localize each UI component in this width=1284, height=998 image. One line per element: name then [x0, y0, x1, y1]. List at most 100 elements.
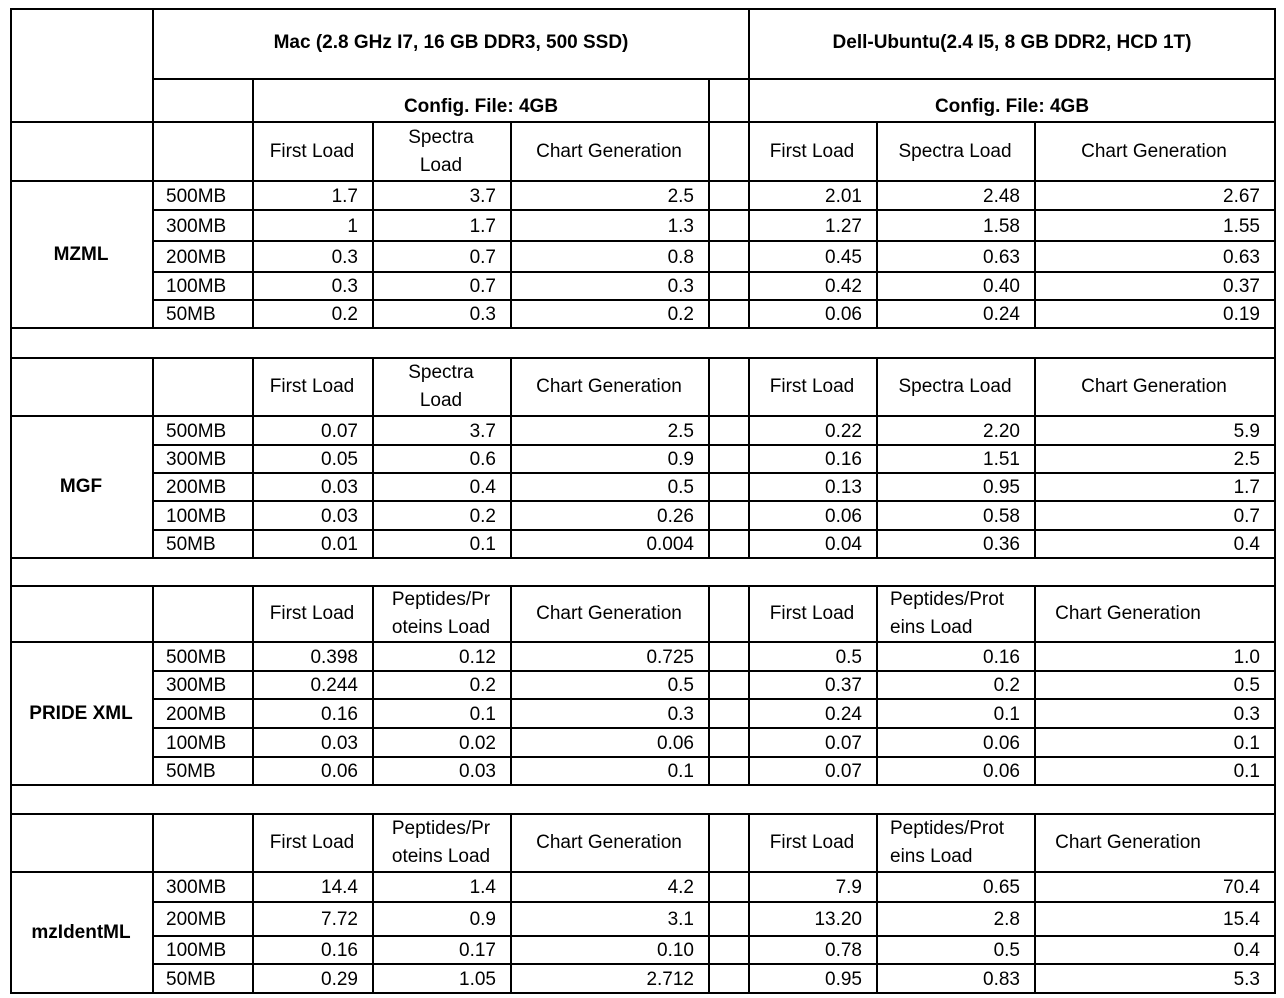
value-cell: 0.03	[321, 732, 358, 754]
value-cell: 0.37	[825, 675, 862, 696]
value-cell: 0.3	[469, 304, 496, 325]
value-cell: 0.1	[667, 761, 694, 782]
value-cell: 0.06	[983, 732, 1020, 754]
grid-line	[152, 121, 154, 329]
value-cell: 0.19	[1223, 304, 1260, 325]
dell-config-label: Config. File: 4GB	[934, 96, 1090, 117]
value-cell: 0.24	[825, 703, 862, 725]
value-cell: 1.7	[1233, 477, 1260, 498]
value-cell: 2.20	[983, 420, 1020, 442]
file-size-label: 200MB	[166, 909, 227, 930]
value-cell: 0.78	[825, 940, 862, 961]
value-cell: 0.36	[983, 534, 1020, 555]
column-header-load-line1: Spectra	[408, 126, 474, 148]
value-cell: 0.2	[667, 304, 694, 325]
value-cell: 0.4	[1233, 534, 1260, 555]
column-header-chart-generation: Chart Generation	[536, 832, 682, 853]
value-cell: 0.06	[825, 304, 862, 325]
column-header-load-line2: oteins Load	[391, 617, 491, 638]
grid-line	[10, 813, 1276, 815]
grid-line	[372, 585, 374, 786]
column-header-load-line1: Peptides/Prot	[890, 818, 1005, 839]
grid-line	[152, 585, 154, 786]
column-header-first-load: First Load	[769, 603, 855, 624]
grid-line	[252, 585, 254, 786]
value-cell: 0.12	[459, 646, 496, 668]
column-header-first-load: First Load	[269, 603, 355, 624]
value-cell: 0.16	[983, 646, 1020, 668]
grid-line	[372, 357, 374, 559]
value-cell: 1.7	[469, 215, 496, 237]
value-cell: 0.02	[459, 732, 496, 754]
column-header-first-load: First Load	[269, 832, 355, 853]
value-cell: 0.24	[983, 304, 1020, 325]
value-cell: 2.67	[1223, 185, 1260, 207]
value-cell: 0.9	[469, 909, 496, 930]
value-cell: 14.4	[321, 877, 358, 898]
value-cell: 0.07	[825, 761, 862, 782]
value-cell: 0.03	[321, 505, 358, 527]
value-cell: 0.07	[321, 420, 358, 442]
value-cell: 0.42	[825, 276, 862, 297]
grid-line	[152, 240, 1276, 242]
file-size-label: 50MB	[166, 761, 216, 782]
grid-line	[1034, 121, 1036, 329]
column-header-chart-generation: Chart Generation	[1055, 832, 1201, 853]
value-cell: 13.20	[814, 909, 862, 930]
value-cell: 3.1	[667, 909, 694, 930]
value-cell: 3.7	[469, 420, 496, 442]
grid-line	[152, 813, 154, 994]
value-cell: 0.2	[993, 675, 1020, 696]
grid-line	[748, 8, 750, 123]
value-cell: 2.8	[993, 909, 1020, 930]
value-cell: 0.004	[646, 534, 694, 555]
value-cell: 0.37	[1223, 276, 1260, 297]
grid-line	[10, 327, 1276, 329]
dell-header: Dell-Ubuntu(2.4 I5, 8 GB DDR2, HCD 1T)	[832, 32, 1192, 53]
format-label: mzIdentML	[31, 921, 131, 943]
column-header-load-line1: Peptides/Prot	[890, 589, 1005, 610]
grid-line	[708, 78, 710, 123]
value-cell: 0.06	[321, 761, 358, 782]
grid-line	[152, 357, 154, 559]
value-cell: 0.13	[825, 477, 862, 498]
grid-line	[748, 121, 750, 329]
column-header-chart-generation: Chart Generation	[536, 376, 682, 397]
grid-line	[152, 209, 1276, 211]
file-size-label: 100MB	[166, 276, 227, 297]
value-cell: 0.45	[825, 246, 862, 268]
grid-line	[10, 415, 1276, 417]
grid-line	[510, 813, 512, 994]
grid-line	[252, 813, 254, 994]
grid-line	[10, 585, 1276, 587]
value-cell: 2.01	[825, 185, 862, 207]
column-header-load-line2: Load	[419, 154, 463, 176]
grid-line	[10, 121, 1276, 123]
file-size-label: 500MB	[166, 420, 227, 442]
value-cell: 0.8	[667, 246, 694, 268]
value-cell: 0.5	[667, 675, 694, 696]
value-cell: 1.0	[1233, 646, 1260, 668]
value-cell: 0.4	[469, 477, 496, 498]
value-cell: 0.725	[646, 646, 694, 668]
value-cell: 1.7	[331, 185, 358, 207]
grid-line	[510, 121, 512, 329]
value-cell: 0.2	[331, 304, 358, 325]
value-cell: 0.03	[321, 477, 358, 498]
grid-line	[152, 500, 1276, 502]
grid-line	[708, 585, 710, 786]
value-cell: 0.5	[835, 646, 862, 668]
value-cell: 0.04	[825, 534, 862, 555]
value-cell: 2.5	[667, 185, 694, 207]
grid-line	[1034, 357, 1036, 559]
grid-line	[10, 357, 1276, 359]
value-cell: 0.3	[1233, 703, 1260, 725]
value-cell: 0.63	[1223, 246, 1260, 268]
value-cell: 0.3	[667, 276, 694, 297]
value-cell: 2.48	[983, 185, 1020, 207]
value-cell: 0.83	[983, 968, 1020, 990]
value-cell: 1.51	[983, 449, 1020, 470]
file-size-label: 50MB	[166, 304, 216, 325]
value-cell: 0.07	[825, 732, 862, 754]
column-header-load-line2: eins Load	[890, 846, 973, 867]
